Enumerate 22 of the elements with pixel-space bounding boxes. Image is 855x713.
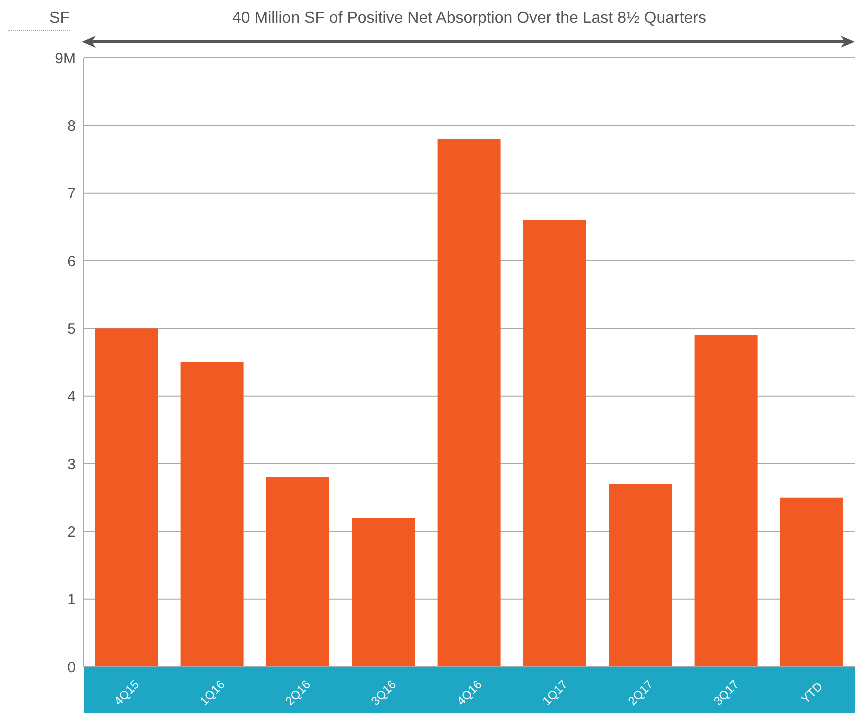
y-tick-label: 2 bbox=[68, 524, 76, 541]
y-tick-label: 8 bbox=[68, 118, 76, 135]
bar bbox=[95, 328, 158, 667]
bar bbox=[780, 498, 844, 667]
bar bbox=[438, 139, 501, 667]
y-tick-label: 1 bbox=[68, 592, 76, 609]
y-tick-label: 9M bbox=[55, 50, 76, 68]
bar bbox=[266, 478, 330, 667]
y-tick-label: 6 bbox=[68, 253, 76, 270]
x-tick-label: YTD bbox=[798, 679, 826, 706]
y-axis-title: SF bbox=[8, 10, 70, 31]
y-tick-label: 5 bbox=[68, 320, 76, 338]
chart-title: 40 Million SF of Positive Net Absorption Over the Last 8½ Quarters bbox=[232, 10, 708, 28]
bar bbox=[180, 362, 244, 667]
y-tick-label: 7 bbox=[68, 186, 76, 203]
bar bbox=[694, 335, 758, 667]
bar bbox=[523, 220, 586, 667]
y-tick-label: 4 bbox=[68, 388, 76, 406]
bar bbox=[609, 484, 672, 667]
y-tick-label: 3 bbox=[68, 456, 76, 474]
y-tick-label: 0 bbox=[68, 659, 76, 676]
bar bbox=[352, 518, 416, 667]
